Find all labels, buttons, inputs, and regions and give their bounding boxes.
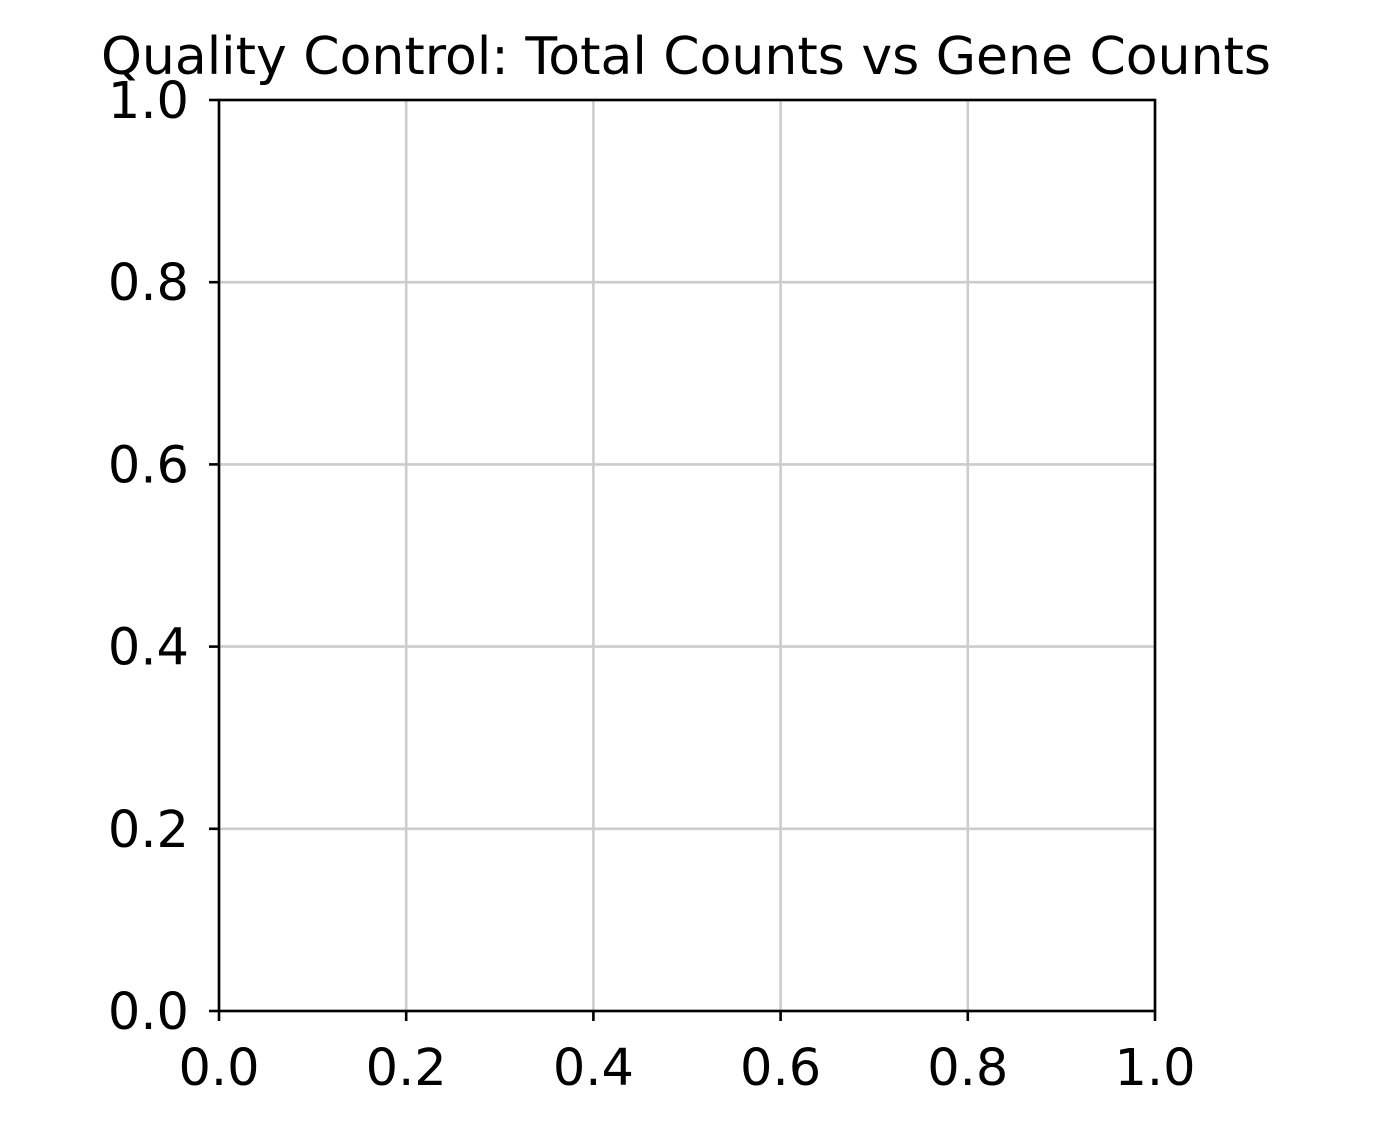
x-tick-label: 0.4	[553, 1039, 634, 1098]
x-tick-label: 0.6	[740, 1039, 821, 1098]
y-tick-label: 0.8	[108, 254, 189, 313]
x-tick-label: 0.0	[178, 1039, 259, 1098]
y-tick-label: 0.4	[108, 619, 189, 678]
x-tick-label: 1.0	[1114, 1039, 1195, 1098]
y-axis-ticks: 0.0 0.2 0.4 0.6 0.8 1.0	[108, 72, 219, 1042]
x-tick-label: 0.8	[927, 1039, 1008, 1098]
y-tick-label: 1.0	[108, 72, 189, 131]
axes-frame	[217, 98, 1157, 1013]
x-axis-ticks: 0.0 0.2 0.4 0.6 0.8 1.0	[178, 1011, 1196, 1098]
y-tick-label: 0.0	[108, 983, 189, 1042]
x-tick-label: 0.2	[366, 1039, 447, 1098]
chart-title: Quality Control: Total Counts vs Gene Co…	[101, 27, 1271, 87]
y-tick-label: 0.6	[108, 436, 189, 495]
y-tick-label: 0.2	[108, 801, 189, 860]
